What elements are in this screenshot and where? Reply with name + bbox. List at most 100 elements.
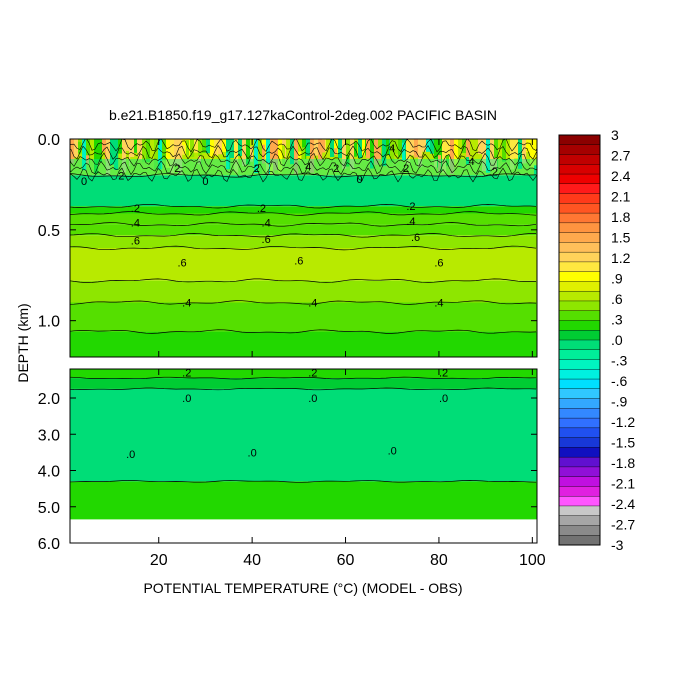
noise-cell [110, 139, 115, 165]
colorbar-swatch [558, 359, 601, 370]
contour-label: 2 [492, 167, 498, 179]
colorbar-swatch [558, 466, 601, 478]
noise-cell [518, 139, 523, 169]
contour-line [70, 204, 537, 209]
band [70, 331, 537, 357]
colorbar-swatch [558, 349, 601, 361]
noise-cell [114, 139, 119, 170]
colorbar-label: -3 [611, 537, 624, 553]
band [70, 206, 537, 214]
noise-cell [206, 139, 211, 154]
noise-cell [390, 139, 395, 163]
contour-label: 2 [254, 163, 260, 175]
band [70, 224, 537, 236]
contour-label: .0 [126, 449, 135, 461]
colorbar-swatch [558, 339, 601, 351]
colorbar-label: 2.4 [611, 168, 631, 184]
contour-label: 0 [202, 176, 208, 188]
noise-cell [334, 148, 337, 155]
contour-label: .6 [294, 256, 303, 268]
noise-cell [254, 139, 259, 174]
noise-cell [158, 163, 161, 170]
contour-line [70, 139, 537, 153]
colorbar-swatch [558, 486, 601, 497]
contour-label: 0 [356, 174, 362, 186]
noise-cell [198, 156, 201, 165]
upper-panel-noise [70, 139, 537, 183]
noise-cell [394, 139, 399, 154]
colorbar-frame [558, 134, 601, 546]
band [70, 235, 537, 248]
noise-cell [430, 139, 435, 154]
colorbar-label: -.3 [611, 353, 628, 369]
colorbar-label: -2.7 [611, 517, 635, 533]
lower-panel-fill [70, 369, 537, 543]
y-tick-label: 6.0 [38, 536, 60, 553]
colorbar-label: .0 [611, 332, 623, 348]
noise-cell [234, 139, 239, 173]
contour-line [70, 173, 537, 178]
noise-cell [74, 139, 79, 158]
colorbar-swatch [558, 369, 601, 380]
contour-label: .0 [308, 393, 317, 405]
contour-label: .6 [434, 258, 443, 270]
colorbar-swatch [558, 417, 601, 429]
colorbar-swatch [558, 310, 601, 321]
noise-cell [494, 139, 499, 171]
contour-label: .4 [406, 216, 415, 228]
noise-cell [466, 139, 471, 165]
contour-line [70, 211, 537, 216]
no-data-region [70, 519, 537, 543]
noise-cell [414, 148, 417, 158]
noise-cell [438, 155, 441, 172]
y-tick-label: 5.0 [38, 500, 60, 517]
colorbar-swatch [558, 173, 601, 185]
colorbar: 3 2.7 2.4 2.1 1.8 1.5 1.2 .9 .6 .3 .0 -.3 -.6 -.9 -1.2… [558, 127, 635, 553]
colorbar-label: -2.1 [611, 476, 635, 492]
colorbar-swatch [558, 408, 601, 419]
noise-cell [166, 139, 171, 168]
colorbar-swatch [558, 251, 601, 263]
noise-cell [286, 139, 291, 168]
band [70, 481, 537, 520]
noise-cell [510, 139, 515, 170]
band [70, 369, 537, 379]
noise-cell [170, 139, 175, 175]
noise-cell [266, 139, 271, 176]
noise-cell [446, 155, 449, 167]
noise-cell [258, 139, 263, 175]
noise-cell [86, 139, 91, 164]
noise-cell [106, 139, 111, 175]
noise-cell [138, 139, 143, 160]
contour-label: .6 [131, 236, 140, 248]
chart-title: b.e21.B1850.f19_g17.127kaControl-2deg.00… [109, 107, 497, 123]
noise-cell [534, 139, 537, 175]
colorbar-label: -.9 [611, 394, 628, 410]
band [70, 388, 537, 482]
contour-line [70, 144, 537, 161]
colorbar-swatch [558, 290, 601, 302]
contour-line [70, 167, 537, 183]
contour-label: .2 [406, 201, 415, 213]
noise-cell [142, 139, 147, 163]
noise-cell [386, 139, 389, 156]
noise-cell [210, 139, 215, 159]
colorbar-swatch [558, 330, 601, 341]
noise-cell [434, 159, 437, 168]
colorbar-swatch [558, 300, 601, 312]
noise-cell [410, 139, 415, 156]
contour-line [70, 376, 537, 380]
noise-cell [214, 139, 219, 156]
noise-cell [150, 139, 155, 170]
noise-cell [334, 139, 339, 155]
noise-cell [294, 139, 299, 175]
contour-label: 2 [174, 163, 180, 175]
noise-cell [298, 139, 303, 161]
noise-cell [90, 139, 95, 164]
colorbar-label: -1.2 [611, 414, 635, 430]
noise-cell [270, 163, 273, 175]
colorbar-label: -1.5 [611, 435, 635, 451]
colorbar-label: 2.1 [611, 189, 631, 205]
noise-cell [158, 139, 163, 170]
noise-cell [306, 139, 311, 156]
